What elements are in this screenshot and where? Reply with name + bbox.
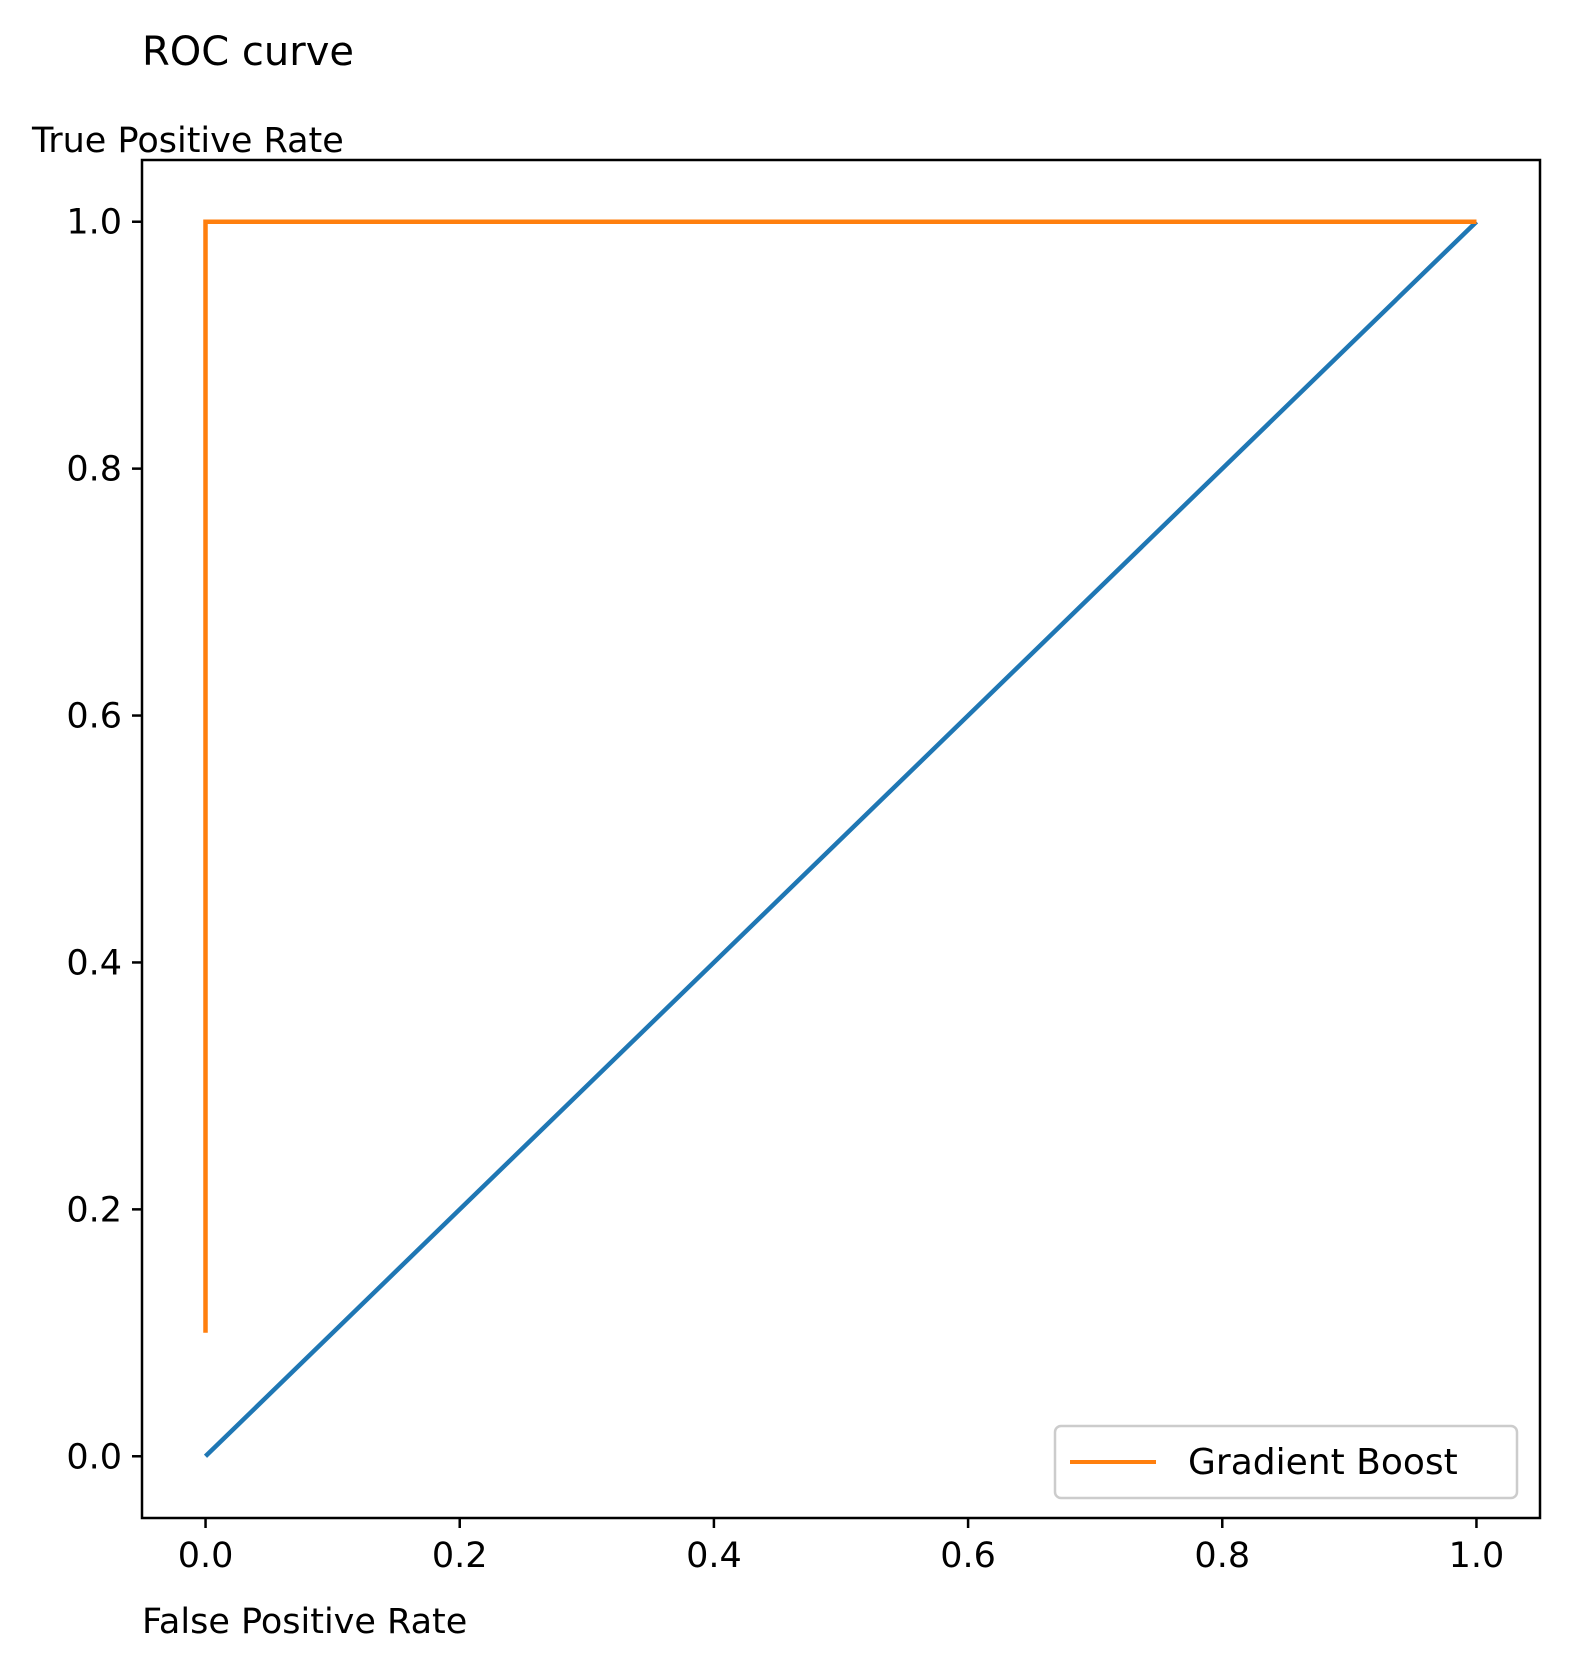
series-line-0 [203,220,1479,1458]
x-tick-label: 0.4 [686,1536,742,1576]
legend-box [1053,1424,1519,1500]
series-line-gradient-boost [203,219,1477,1333]
y-tick-label: 0.8 [66,450,122,490]
y-ticks: 0.0 0.2 0.4 0.6 0.8 1.0 [66,203,142,1477]
x-tick-label: 0.2 [432,1536,488,1576]
x-ticks: 0.0 0.2 0.4 0.6 0.8 1.0 [178,1518,1505,1576]
plot-frame [140,158,1542,1520]
y-tick-label: 0.2 [66,1190,122,1230]
legend-label-gradient-boost: Gradient Boost [1188,1442,1458,1483]
x-axis-label: False Positive Rate [142,1602,467,1642]
y-axis-label: True Positive Rate [31,121,344,161]
y-tick-label: 0.6 [66,697,122,737]
y-tick-label: 0.0 [66,1437,122,1477]
legend: Gradient Boost [1053,1424,1519,1500]
x-tick-label: 0.0 [178,1536,234,1576]
x-tick-label: 0.6 [940,1536,996,1576]
x-tick-label: 1.0 [1449,1536,1505,1576]
series-layer [203,219,1479,1458]
chart-title: ROC curve [142,29,354,75]
y-tick-label: 0.4 [66,943,122,983]
x-tick-label: 0.8 [1194,1536,1250,1576]
y-tick-label: 1.0 [66,203,122,243]
